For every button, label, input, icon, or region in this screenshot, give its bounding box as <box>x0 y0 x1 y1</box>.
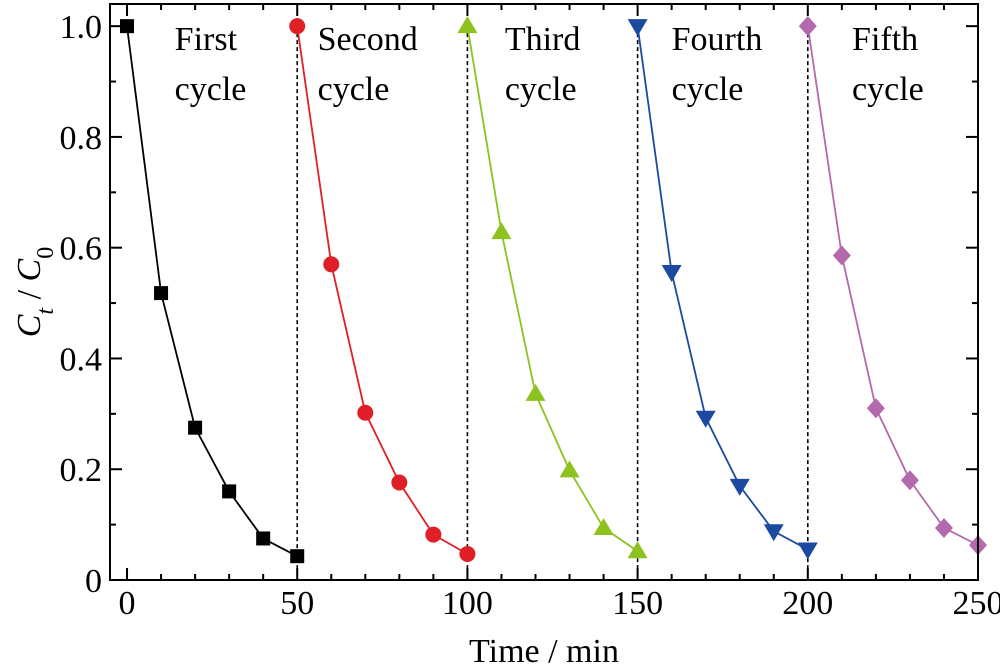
annotation-5-line1: Fifth <box>852 21 918 58</box>
data-point-triangle-down <box>661 265 682 283</box>
data-point-triangle-down <box>627 19 648 37</box>
data-point-diamond <box>798 16 817 37</box>
data-point-square <box>154 286 169 301</box>
y-tick-label: 0 <box>85 563 102 600</box>
y-axis-title-main2: C <box>11 258 48 281</box>
series-1 <box>120 19 305 564</box>
x-tick-label: 0 <box>119 585 136 622</box>
x-axis-title: Time / min <box>469 633 619 668</box>
x-tick-label: 50 <box>280 585 314 622</box>
y-axis-title-sub1: t <box>33 307 59 315</box>
data-point-triangle-down <box>695 410 716 428</box>
annotation-4-line2: cycle <box>672 71 744 108</box>
data-point-triangle-up <box>559 460 580 478</box>
annotation-4-line1: Fourth <box>672 21 763 58</box>
data-point-triangle-up <box>627 541 648 559</box>
cycle-annotations: First cycle Second cycle Third cycle Fourth cyc… <box>175 21 924 108</box>
series-layer <box>120 16 987 564</box>
data-point-square <box>256 531 271 546</box>
data-point-square <box>120 19 135 34</box>
data-point-circle <box>289 18 306 35</box>
plot-frame <box>109 3 979 581</box>
y-axis-title-sub2: 0 <box>33 247 59 259</box>
y-axis-title-sep: / <box>11 281 48 307</box>
y-tick-label: 0.4 <box>60 341 103 378</box>
data-point-diamond <box>832 245 851 266</box>
annotation-1-line2: cycle <box>175 71 247 108</box>
cycle-dividers <box>296 26 809 580</box>
data-point-triangle-down <box>763 524 784 542</box>
data-point-circle <box>425 526 442 543</box>
annotation-2-line1: Second <box>318 21 418 58</box>
data-point-triangle-down <box>729 478 750 496</box>
data-point-diamond <box>900 470 919 491</box>
series-2 <box>289 18 476 562</box>
x-tick-label: 150 <box>612 585 663 622</box>
y-tick-label: 1.0 <box>60 9 103 46</box>
y-axis-title: Ct / C0 <box>11 247 59 338</box>
data-point-circle <box>459 545 476 562</box>
series-3 <box>457 16 648 559</box>
annotation-1-line1: First <box>175 21 238 58</box>
annotation-3-line1: Third <box>505 21 581 58</box>
data-point-circle <box>357 404 374 421</box>
data-point-triangle-up <box>593 517 614 535</box>
series-line <box>636 26 809 551</box>
y-tick-label: 0.2 <box>60 452 103 489</box>
data-point-square <box>290 549 305 564</box>
axis-ticks: 0 50 100 150 200 250 0 0.2 0.4 0.6 0.8 1.0 <box>60 4 1000 622</box>
data-point-triangle-up <box>457 16 478 34</box>
data-point-triangle-up <box>525 383 546 401</box>
y-tick-label: 0.8 <box>60 120 103 157</box>
data-point-square <box>188 420 203 435</box>
y-axis-title-main: C <box>11 314 48 337</box>
annotation-3-line2: cycle <box>505 71 577 108</box>
x-tick-label: 250 <box>953 585 1000 622</box>
data-point-circle <box>391 474 408 491</box>
data-point-triangle-up <box>491 222 512 240</box>
data-point-diamond <box>934 517 953 538</box>
data-point-diamond <box>866 398 885 419</box>
data-point-triangle-down <box>797 542 818 560</box>
y-tick-label: 0.6 <box>60 231 103 268</box>
data-point-square <box>222 484 237 499</box>
annotation-5-line2: cycle <box>852 71 924 108</box>
x-tick-label: 200 <box>782 585 833 622</box>
annotation-2-line2: cycle <box>318 71 390 108</box>
series-4 <box>627 19 818 560</box>
data-point-circle <box>323 256 340 273</box>
x-tick-label: 100 <box>442 585 493 622</box>
